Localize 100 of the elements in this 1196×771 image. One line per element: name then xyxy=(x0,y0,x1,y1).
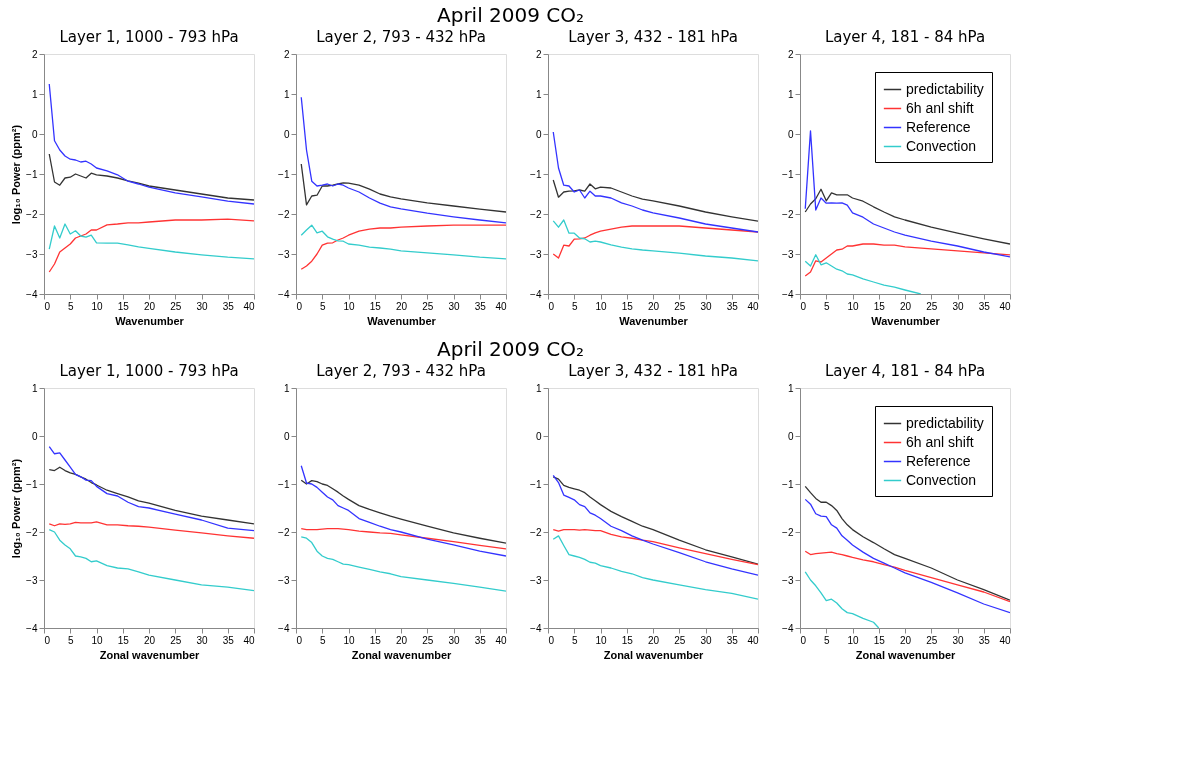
x-tick-label: 40 xyxy=(495,300,507,312)
x-tick-label: 5 xyxy=(823,300,830,312)
x-tick-label: 15 xyxy=(117,300,130,312)
legend-label: Reference xyxy=(906,452,971,469)
x-tick-label: 15 xyxy=(873,300,886,312)
x-tick-label: 10 xyxy=(91,634,103,646)
y-tick-label: −2 xyxy=(26,526,38,538)
x-tick-label: 15 xyxy=(621,300,634,312)
y-tick-label: −1 xyxy=(26,478,38,490)
x-tick-label: 40 xyxy=(747,300,759,312)
y-tick-label: −3 xyxy=(782,248,794,260)
chart-title: Layer 2, 793 - 432 hPa xyxy=(316,362,486,380)
x-tick-label: 10 xyxy=(343,300,355,312)
x-tick-label: 30 xyxy=(448,634,460,646)
x-tick-label: 10 xyxy=(847,300,859,312)
x-tick-label: 20 xyxy=(899,300,912,312)
y-tick-label: −2 xyxy=(278,208,290,220)
x-axis-title: Wavenumber xyxy=(367,314,437,327)
chart-title: Layer 4, 181 - 84 hPa xyxy=(824,28,986,46)
y-tick-label: −1 xyxy=(530,478,542,490)
legend-label: 6h anl shift xyxy=(906,433,974,450)
x-tick-label: 10 xyxy=(595,300,607,312)
line-series xyxy=(48,466,254,525)
y-tick-label: −1 xyxy=(782,478,794,490)
x-tick-label: 40 xyxy=(495,634,507,646)
line-series xyxy=(48,445,254,532)
y-tick-label: 1 xyxy=(787,382,794,394)
y-axis-title: log₁₀ Power (ppm²) xyxy=(10,458,23,559)
text: April 2009 CO₂ xyxy=(437,336,585,361)
line-series xyxy=(804,188,1010,245)
line-series xyxy=(804,130,1010,258)
y-tick-label: 0 xyxy=(31,128,38,140)
x-tick-label: 25 xyxy=(422,634,434,646)
x-tick-label: 30 xyxy=(700,300,712,312)
x-tick-label: 35 xyxy=(474,300,487,312)
x-tick-label: 0 xyxy=(296,634,303,646)
x-tick-label: 30 xyxy=(952,634,964,646)
x-axis-title: Zonal wavenumber xyxy=(99,648,201,661)
legend-label: Convection xyxy=(906,137,977,154)
x-tick-label: 30 xyxy=(952,300,964,312)
x-tick-label: 20 xyxy=(395,634,408,646)
line-series xyxy=(300,465,506,557)
y-tick-label: −1 xyxy=(782,168,794,180)
y-tick-label: −2 xyxy=(782,526,794,538)
line-series xyxy=(552,179,758,222)
y-tick-label: 0 xyxy=(31,430,38,442)
y-tick-label: −1 xyxy=(278,478,290,490)
x-tick-label: 25 xyxy=(674,634,686,646)
x-tick-label: 20 xyxy=(647,300,660,312)
y-tick-label: 2 xyxy=(787,48,794,60)
x-axis-title: Wavenumber xyxy=(871,314,941,327)
y-tick-label: 2 xyxy=(283,48,290,60)
line-series xyxy=(804,571,880,628)
y-tick-label: −3 xyxy=(782,574,794,586)
x-tick-label: 40 xyxy=(243,300,255,312)
x-tick-label: 5 xyxy=(319,634,326,646)
legend-label: Reference xyxy=(906,118,971,135)
x-axis-title: Wavenumber xyxy=(115,314,185,327)
y-tick-label: 0 xyxy=(535,430,542,442)
x-axis-title: Zonal wavenumber xyxy=(351,648,453,661)
y-tick-label: 0 xyxy=(283,430,290,442)
x-tick-label: 15 xyxy=(369,300,382,312)
y-tick-label: 0 xyxy=(283,128,290,140)
y-tick-label: −4 xyxy=(278,288,290,300)
x-tick-label: 30 xyxy=(700,634,712,646)
line-series xyxy=(804,550,1010,603)
line-series xyxy=(804,485,1010,601)
y-tick-label: 0 xyxy=(787,128,794,140)
y-tick-label: 1 xyxy=(283,88,290,100)
x-axis-title: Zonal wavenumber xyxy=(603,648,705,661)
x-tick-label: 5 xyxy=(571,300,578,312)
y-tick-label: −4 xyxy=(782,622,794,634)
y-tick-label: 1 xyxy=(787,88,794,100)
y-tick-label: −4 xyxy=(530,288,542,300)
x-tick-label: 35 xyxy=(726,634,739,646)
y-tick-label: −3 xyxy=(530,248,542,260)
x-tick-label: 0 xyxy=(548,300,555,312)
y-tick-label: 1 xyxy=(535,382,542,394)
x-tick-label: 35 xyxy=(726,300,739,312)
y-tick-label: 1 xyxy=(535,88,542,100)
x-tick-label: 30 xyxy=(196,300,208,312)
x-tick-label: 15 xyxy=(369,634,382,646)
legend-label: Convection xyxy=(906,471,977,488)
legend-label: predictability xyxy=(906,80,984,97)
y-tick-label: −4 xyxy=(530,622,542,634)
y-tick-label: −3 xyxy=(26,248,38,260)
x-tick-label: 10 xyxy=(91,300,103,312)
x-tick-label: 15 xyxy=(873,634,886,646)
chart-title: Layer 2, 793 - 432 hPa xyxy=(316,28,486,46)
y-tick-label: 1 xyxy=(31,382,38,394)
y-tick-label: −4 xyxy=(26,622,38,634)
x-tick-label: 20 xyxy=(143,634,156,646)
line-series xyxy=(552,528,758,566)
y-tick-label: 2 xyxy=(31,48,38,60)
x-tick-label: 25 xyxy=(674,300,686,312)
x-tick-label: 35 xyxy=(222,300,235,312)
y-tick-label: −4 xyxy=(26,288,38,300)
x-tick-label: 35 xyxy=(222,634,235,646)
x-tick-label: 40 xyxy=(747,634,759,646)
y-axis-title: log₁₀ Power (ppm²) xyxy=(10,124,23,225)
